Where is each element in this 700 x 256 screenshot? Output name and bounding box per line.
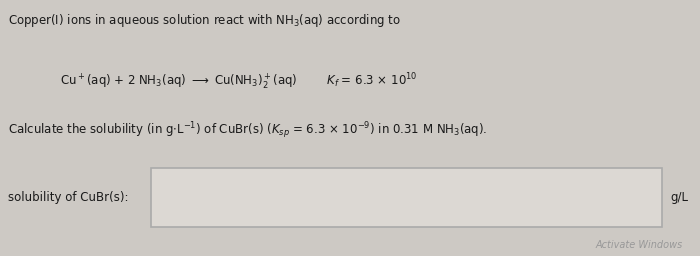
Text: Copper(I) ions in aqueous solution react with NH$_3$(aq) according to: Copper(I) ions in aqueous solution react… (8, 12, 401, 28)
Text: solubility of CuBr(s):: solubility of CuBr(s): (8, 191, 129, 204)
Text: g/L: g/L (670, 191, 688, 204)
Text: Activate Windows: Activate Windows (595, 240, 682, 250)
Text: Cu$^+$(aq) + 2 NH$_3$(aq) $\longrightarrow$ Cu(NH$_3$)$_2^+$(aq)        $K_f$ = : Cu$^+$(aq) + 2 NH$_3$(aq) $\longrightarr… (60, 72, 417, 92)
Text: Calculate the solubility (in g$\cdot$L$^{-1}$) of CuBr(s) ($K_{sp}$ = 6.3 $\time: Calculate the solubility (in g$\cdot$L$^… (8, 120, 488, 141)
FancyBboxPatch shape (150, 168, 662, 227)
